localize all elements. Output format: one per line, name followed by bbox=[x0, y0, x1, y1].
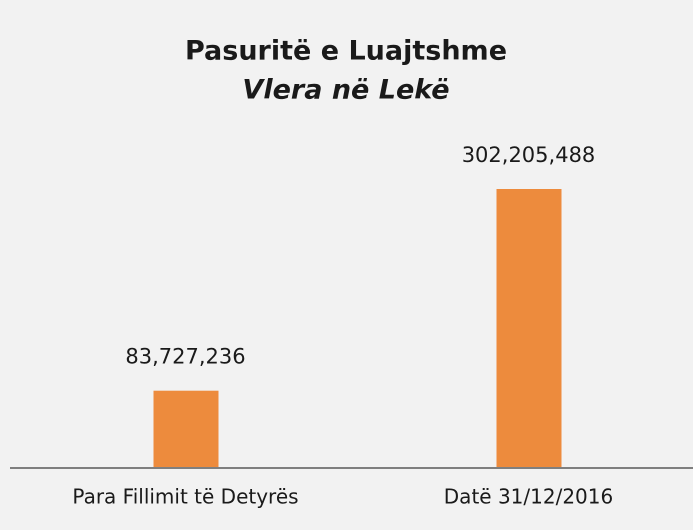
chart-title: Pasuritë e Luajtshme bbox=[185, 36, 507, 67]
x-tick-label: Datë 31/12/2016 bbox=[444, 485, 613, 509]
bar bbox=[496, 189, 562, 468]
bar bbox=[153, 390, 219, 468]
chart-subtitle: Vlera në Lekë bbox=[242, 75, 449, 106]
x-tick-label: Para Fillimit të Detyrës bbox=[72, 485, 298, 509]
value-label: 83,727,236 bbox=[125, 345, 245, 369]
value-label: 302,205,488 bbox=[462, 143, 596, 167]
